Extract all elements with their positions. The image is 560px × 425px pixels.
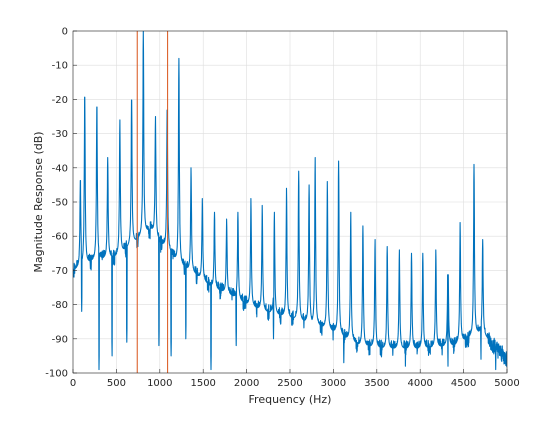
y-tick-label: -80 [52,300,68,311]
series-line [73,31,507,371]
x-tick-label: 2000 [234,378,259,389]
y-tick-label: -90 [52,334,68,345]
x-tick-label: 5000 [494,378,519,389]
x-tick-label: 3000 [321,378,346,389]
y-tick-label: 0 [62,27,68,38]
y-tick-label: -30 [52,129,68,140]
y-tick-label: -20 [52,95,68,106]
x-tick-label: 0 [70,378,76,389]
marker-lines [136,31,169,373]
x-tick-label: 3500 [364,378,389,389]
x-tick-label: 4500 [451,378,476,389]
x-tick-label: 4000 [407,378,432,389]
y-tick-label: -40 [52,163,68,174]
y-tick-label: -50 [52,198,68,209]
x-axis-label: Frequency (Hz) [249,393,332,406]
y-axis-label: Magnitude Response (dB) [32,131,45,272]
x-axis-ticks: 0 500 1000 1500 2000 2500 3000 3500 4000 4500 5000 [70,369,520,389]
x-tick-label: 500 [107,378,126,389]
y-tick-label: -100 [45,369,68,380]
x-tick-label: 1500 [190,378,215,389]
x-tick-label: 2500 [277,378,302,389]
y-tick-label: -60 [52,232,68,243]
y-axis-ticks: 0 -10 -20 -30 -40 -50 -60 -70 -80 -90 -100 [45,27,77,380]
y-tick-label: -10 [52,61,68,72]
x-tick-label: 1000 [147,378,172,389]
y-tick-label: -70 [52,266,68,277]
